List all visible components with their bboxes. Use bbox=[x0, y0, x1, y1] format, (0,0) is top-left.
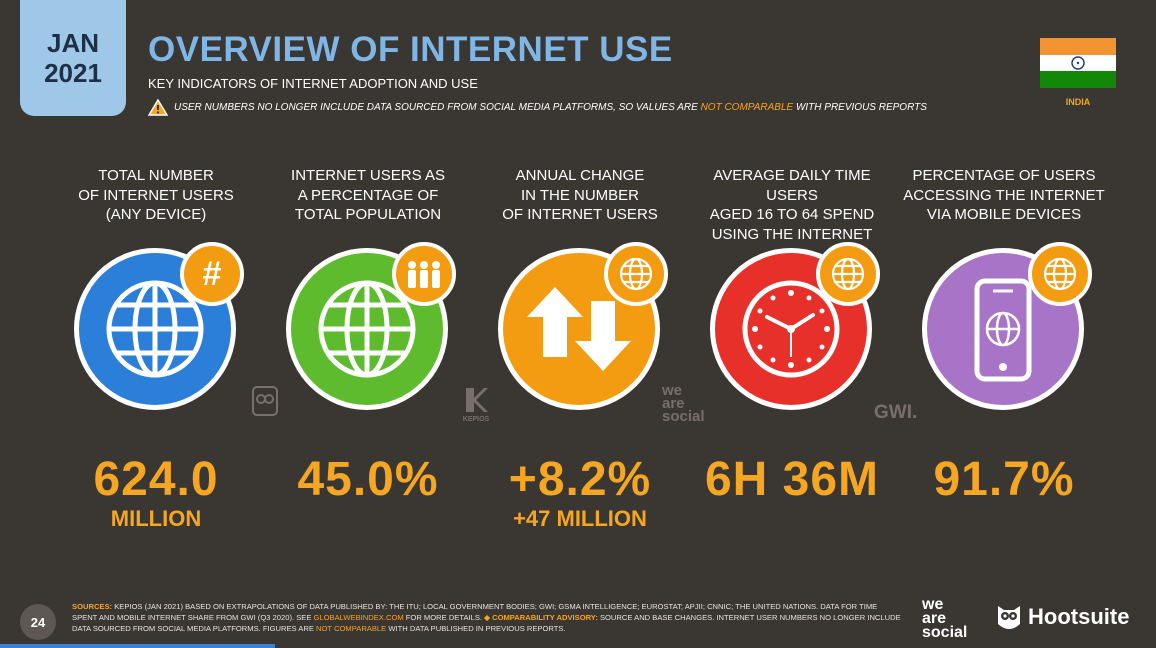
warning-text-pre: USER NUMBERS NO LONGER INCLUDE DATA SOUR… bbox=[174, 102, 701, 113]
comparability-warning: USER NUMBERS NO LONGER INCLUDE DATA SOUR… bbox=[148, 99, 927, 116]
date-badge: JAN 2021 bbox=[20, 0, 126, 116]
page-number: 24 bbox=[20, 604, 56, 640]
metric-subvalue: +47 MILLION bbox=[513, 506, 647, 531]
metric-value: 624.0 bbox=[93, 453, 219, 506]
metric-label: INTERNET USERS AS A PERCENTAGE OF TOTAL … bbox=[291, 167, 445, 223]
metric-users-percentage: INTERNET USERS AS A PERCENTAGE OF TOTAL … bbox=[262, 166, 474, 506]
india-flag-icon bbox=[1040, 38, 1116, 88]
advisory-body: SOURCE AND BASE CHANGES. INTERNET USER N… bbox=[72, 613, 901, 633]
sources-label: SOURCES: bbox=[72, 602, 113, 611]
globe-icon bbox=[1028, 242, 1092, 306]
kepios-watermark: KEPIOS bbox=[462, 386, 490, 423]
people-icon bbox=[392, 242, 456, 306]
advisory-highlight: NOT COMPARABLE bbox=[316, 624, 387, 633]
metric-mobile-share: PERCENTAGE OF USERS ACCESSING THE INTERN… bbox=[898, 166, 1110, 506]
page-subtitle: KEY INDICATORS OF INTERNET ADOPTION AND … bbox=[148, 76, 478, 91]
badge-year: 2021 bbox=[44, 58, 102, 88]
hootsuite-watermark-icon bbox=[252, 386, 278, 421]
metric-label: TOTAL NUMBER OF INTERNET USERS (ANY DEVI… bbox=[78, 167, 234, 223]
hash-icon: # bbox=[180, 242, 244, 306]
owl-icon bbox=[998, 606, 1020, 629]
sources-link[interactable]: GLOBALWEBINDEX.COM bbox=[313, 613, 404, 622]
advisory-label: ◆ COMPARABILITY ADVISORY: bbox=[484, 613, 598, 622]
hootsuite-wordmark: Hootsuite bbox=[1028, 604, 1130, 629]
globe-icon bbox=[816, 242, 880, 306]
we-are-social-logo: we are social bbox=[922, 596, 968, 641]
warning-text-post: WITH PREVIOUS REPORTS bbox=[793, 102, 927, 113]
metric-label: PERCENTAGE OF USERS ACCESSING THE INTERN… bbox=[903, 167, 1105, 223]
warning-highlight: NOT COMPARABLE bbox=[700, 102, 794, 113]
gwi-watermark: GWI. bbox=[874, 402, 918, 423]
metric-daily-time: AVERAGE DAILY TIME USERS AGED 16 TO 64 S… bbox=[686, 166, 898, 506]
globe-icon bbox=[604, 242, 668, 306]
we-are-social-watermark: we are social bbox=[662, 382, 705, 425]
sources-body-2: FOR MORE DETAILS. bbox=[403, 613, 485, 622]
metric-total-users: TOTAL NUMBER OF INTERNET USERS (ANY DEVI… bbox=[50, 166, 262, 531]
metric-subvalue: MILLION bbox=[110, 506, 202, 531]
metric-annual-change: ANNUAL CHANGE IN THE NUMBER OF INTERNET … bbox=[474, 166, 686, 531]
metric-label: AVERAGE DAILY TIME USERS AGED 16 TO 64 S… bbox=[709, 167, 875, 243]
metric-value: +8.2% bbox=[508, 453, 652, 506]
metric-value: 91.7% bbox=[933, 453, 1075, 506]
metric-value: 45.0% bbox=[297, 453, 439, 506]
page-title: OVERVIEW OF INTERNET USE bbox=[148, 30, 673, 69]
advisory-body-2: WITH DATA PUBLISHED IN PREVIOUS REPORTS. bbox=[386, 624, 566, 633]
progress-bar bbox=[0, 644, 275, 648]
kepios-label: KEPIOS bbox=[462, 416, 490, 423]
sources-body: KEPIOS (JAN 2021) BASED ON EXTRAPOLATION… bbox=[72, 602, 878, 622]
metric-label: ANNUAL CHANGE IN THE NUMBER OF INTERNET … bbox=[502, 167, 658, 223]
badge-month: JAN bbox=[46, 28, 99, 58]
warning-icon bbox=[148, 99, 168, 116]
sources-text: SOURCES: KEPIOS (JAN 2021) BASED ON EXTR… bbox=[72, 601, 902, 634]
hootsuite-logo: Hootsuite bbox=[996, 602, 1129, 632]
metric-value: 6H 36M bbox=[704, 453, 880, 506]
country-label: INDIA bbox=[1065, 97, 1091, 107]
